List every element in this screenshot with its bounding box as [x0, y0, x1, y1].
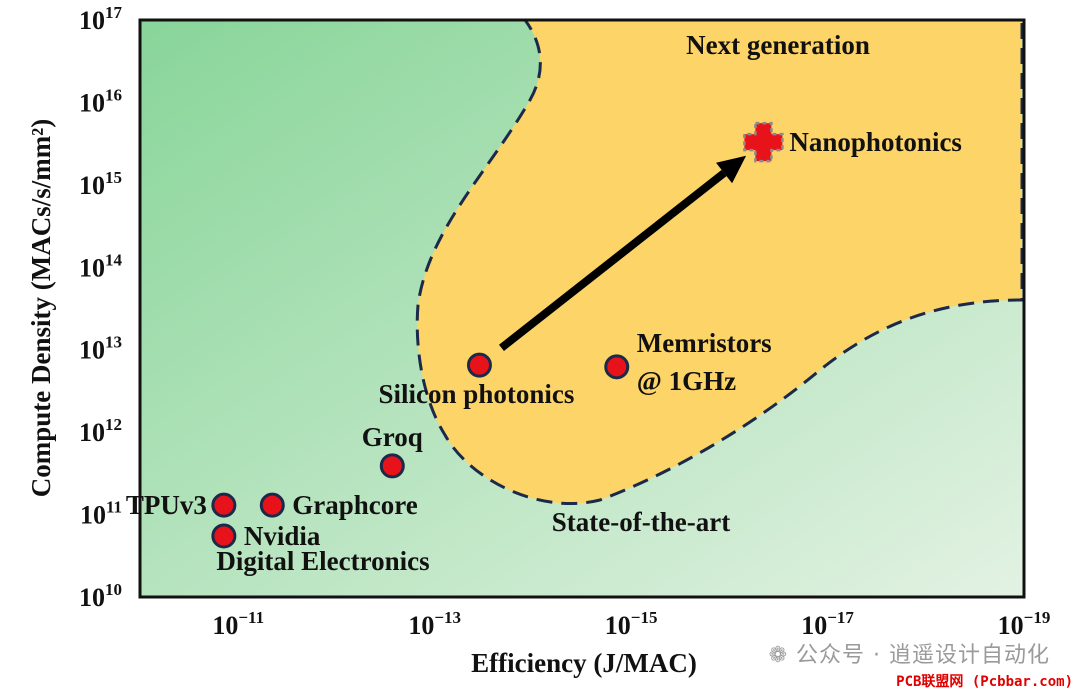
label-graphcore: Graphcore: [292, 490, 417, 520]
y-tick-label-1: 1011: [80, 498, 122, 530]
label-nvidia: Nvidia: [244, 521, 321, 551]
y-tick-label-0: 1010: [79, 580, 122, 612]
x-tick-label-0: 10−11: [212, 608, 264, 640]
x-axis-title: Efficiency (J/MAC): [471, 648, 697, 678]
watermark-text: 公众号 · 逍遥设计自动化: [796, 643, 1050, 668]
y-tick-label-7: 1017: [79, 3, 123, 35]
y-tick-label-6: 1016: [79, 85, 122, 117]
marker-nvidia: [211, 523, 237, 549]
label-silicon-photonics: Silicon photonics: [379, 379, 575, 409]
marker-silicon-photonics: [466, 352, 492, 378]
marker-tpuv3: [211, 492, 237, 518]
nanophotonics-marker: [743, 121, 784, 163]
label-memristors-line2: @ 1GHz: [637, 366, 736, 396]
plot-area: [138, 18, 1026, 599]
label-tpuv3: TPUv3: [126, 490, 207, 520]
plot-frame: [138, 18, 1026, 599]
y-axis: 1010 1011 1012 1013 1014 1015 1016 1017: [79, 3, 123, 612]
region-label-next-generation: Next generation: [686, 30, 870, 60]
y-tick-label-4: 1014: [79, 250, 123, 282]
point-groq: Groq: [362, 422, 423, 479]
y-tick-label-2: 1012: [79, 415, 122, 447]
source-tag: PCB联盟网 (Pcbbar.com): [893, 670, 1076, 692]
y-tick-label-5: 1015: [79, 168, 122, 200]
point-tpuv3: TPUv3: [126, 490, 237, 520]
region-label-digital-electronics: Digital Electronics: [216, 546, 429, 576]
label-memristors: Memristors: [637, 328, 772, 358]
trend-arrow: [498, 155, 747, 351]
point-nvidia: Nvidia: [211, 521, 321, 551]
y-tick-label-3: 1013: [79, 333, 122, 365]
wechat-icon: ❁: [768, 643, 797, 668]
marker-groq: [379, 453, 405, 479]
y-axis-title: Compute Density (MACs/s/mm²): [26, 119, 56, 498]
point-nanophotonics: Nanophotonics: [743, 121, 962, 163]
point-memristors: Memristors @ 1GHz: [604, 328, 772, 396]
x-tick-label-4: 10−19: [998, 608, 1051, 640]
marker-graphcore: [259, 492, 285, 518]
x-tick-label-2: 10−15: [605, 608, 658, 640]
marker-memristors: [604, 354, 630, 380]
label-groq: Groq: [362, 422, 423, 452]
next-generation-region: [415, 18, 1024, 505]
arrow-shaft: [498, 169, 727, 351]
point-silicon-photonics: Silicon photonics: [379, 352, 575, 409]
arrow-head: [716, 155, 747, 184]
x-axis: 10−11 10−13 10−15 10−17 10−19: [212, 608, 1050, 640]
x-tick-label-1: 10−13: [408, 608, 461, 640]
watermark: ❁ 公众号 · 逍遥设计自动化: [769, 637, 1050, 669]
region-label-state-of-the-art: State-of-the-art: [552, 507, 730, 537]
label-nanophotonics: Nanophotonics: [789, 127, 962, 157]
x-tick-label-3: 10−17: [801, 608, 854, 640]
point-graphcore: Graphcore: [259, 490, 418, 520]
